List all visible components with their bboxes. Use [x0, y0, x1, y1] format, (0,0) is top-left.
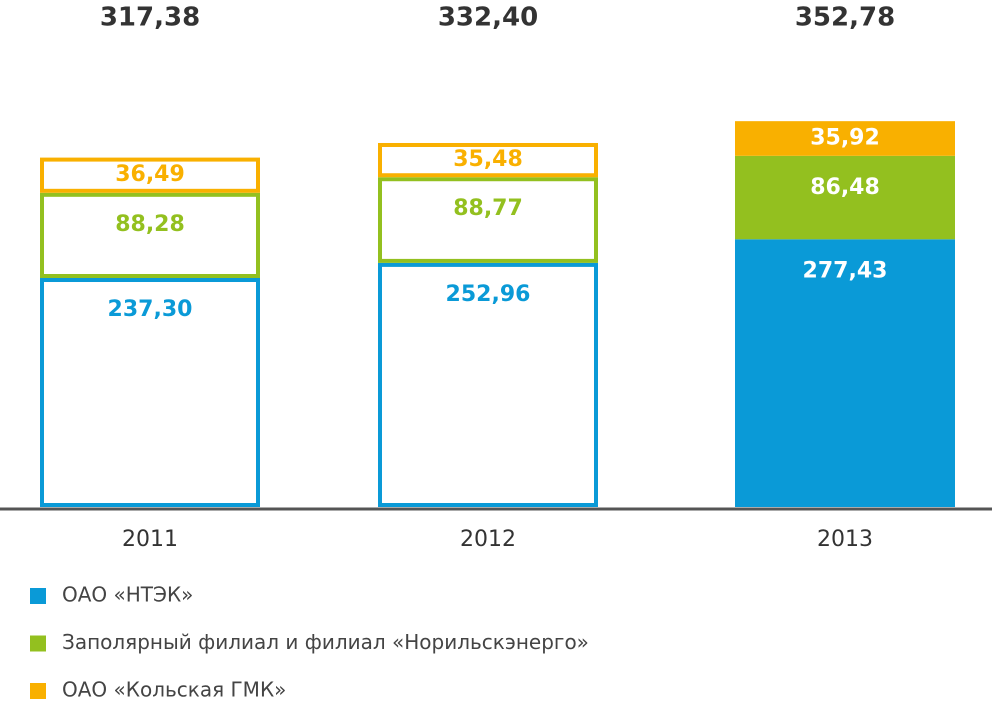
x-tick-label: 2011 [122, 527, 178, 552]
x-tick-label: 2012 [460, 527, 516, 552]
value-label: 35,48 [453, 147, 523, 172]
value-label: 86,48 [810, 175, 880, 200]
bar-segment [735, 155, 955, 240]
legend-label: ОАО «Кольская ГМК» [62, 678, 286, 702]
total-label: 332,40 [438, 3, 538, 33]
legend-swatch [30, 683, 46, 699]
value-label: 237,30 [108, 297, 193, 322]
legend-swatch [30, 588, 46, 604]
x-tick-label: 2013 [817, 527, 873, 552]
bar-segment [40, 278, 260, 507]
legend-swatch [30, 635, 46, 652]
bar-segment [378, 177, 598, 263]
bar-segment [735, 121, 955, 156]
bar-segment [378, 142, 598, 178]
value-label: 35,92 [810, 125, 880, 150]
total-label: 317,38 [100, 3, 200, 33]
value-label: 88,28 [115, 212, 185, 237]
bar-segment [40, 157, 260, 193]
legend-label: ОАО «НТЭК» [62, 583, 193, 607]
bar-segment [735, 239, 955, 508]
value-label: 36,49 [115, 162, 185, 187]
value-label: 88,77 [453, 196, 523, 221]
bar-segment [378, 262, 598, 507]
value-label: 277,43 [803, 258, 888, 283]
total-label: 352,78 [795, 3, 895, 33]
bar-segment [40, 192, 260, 279]
legend-label: Заполярный филиал и филиал «Норильскэнер… [62, 630, 589, 654]
value-label: 252,96 [446, 282, 531, 307]
